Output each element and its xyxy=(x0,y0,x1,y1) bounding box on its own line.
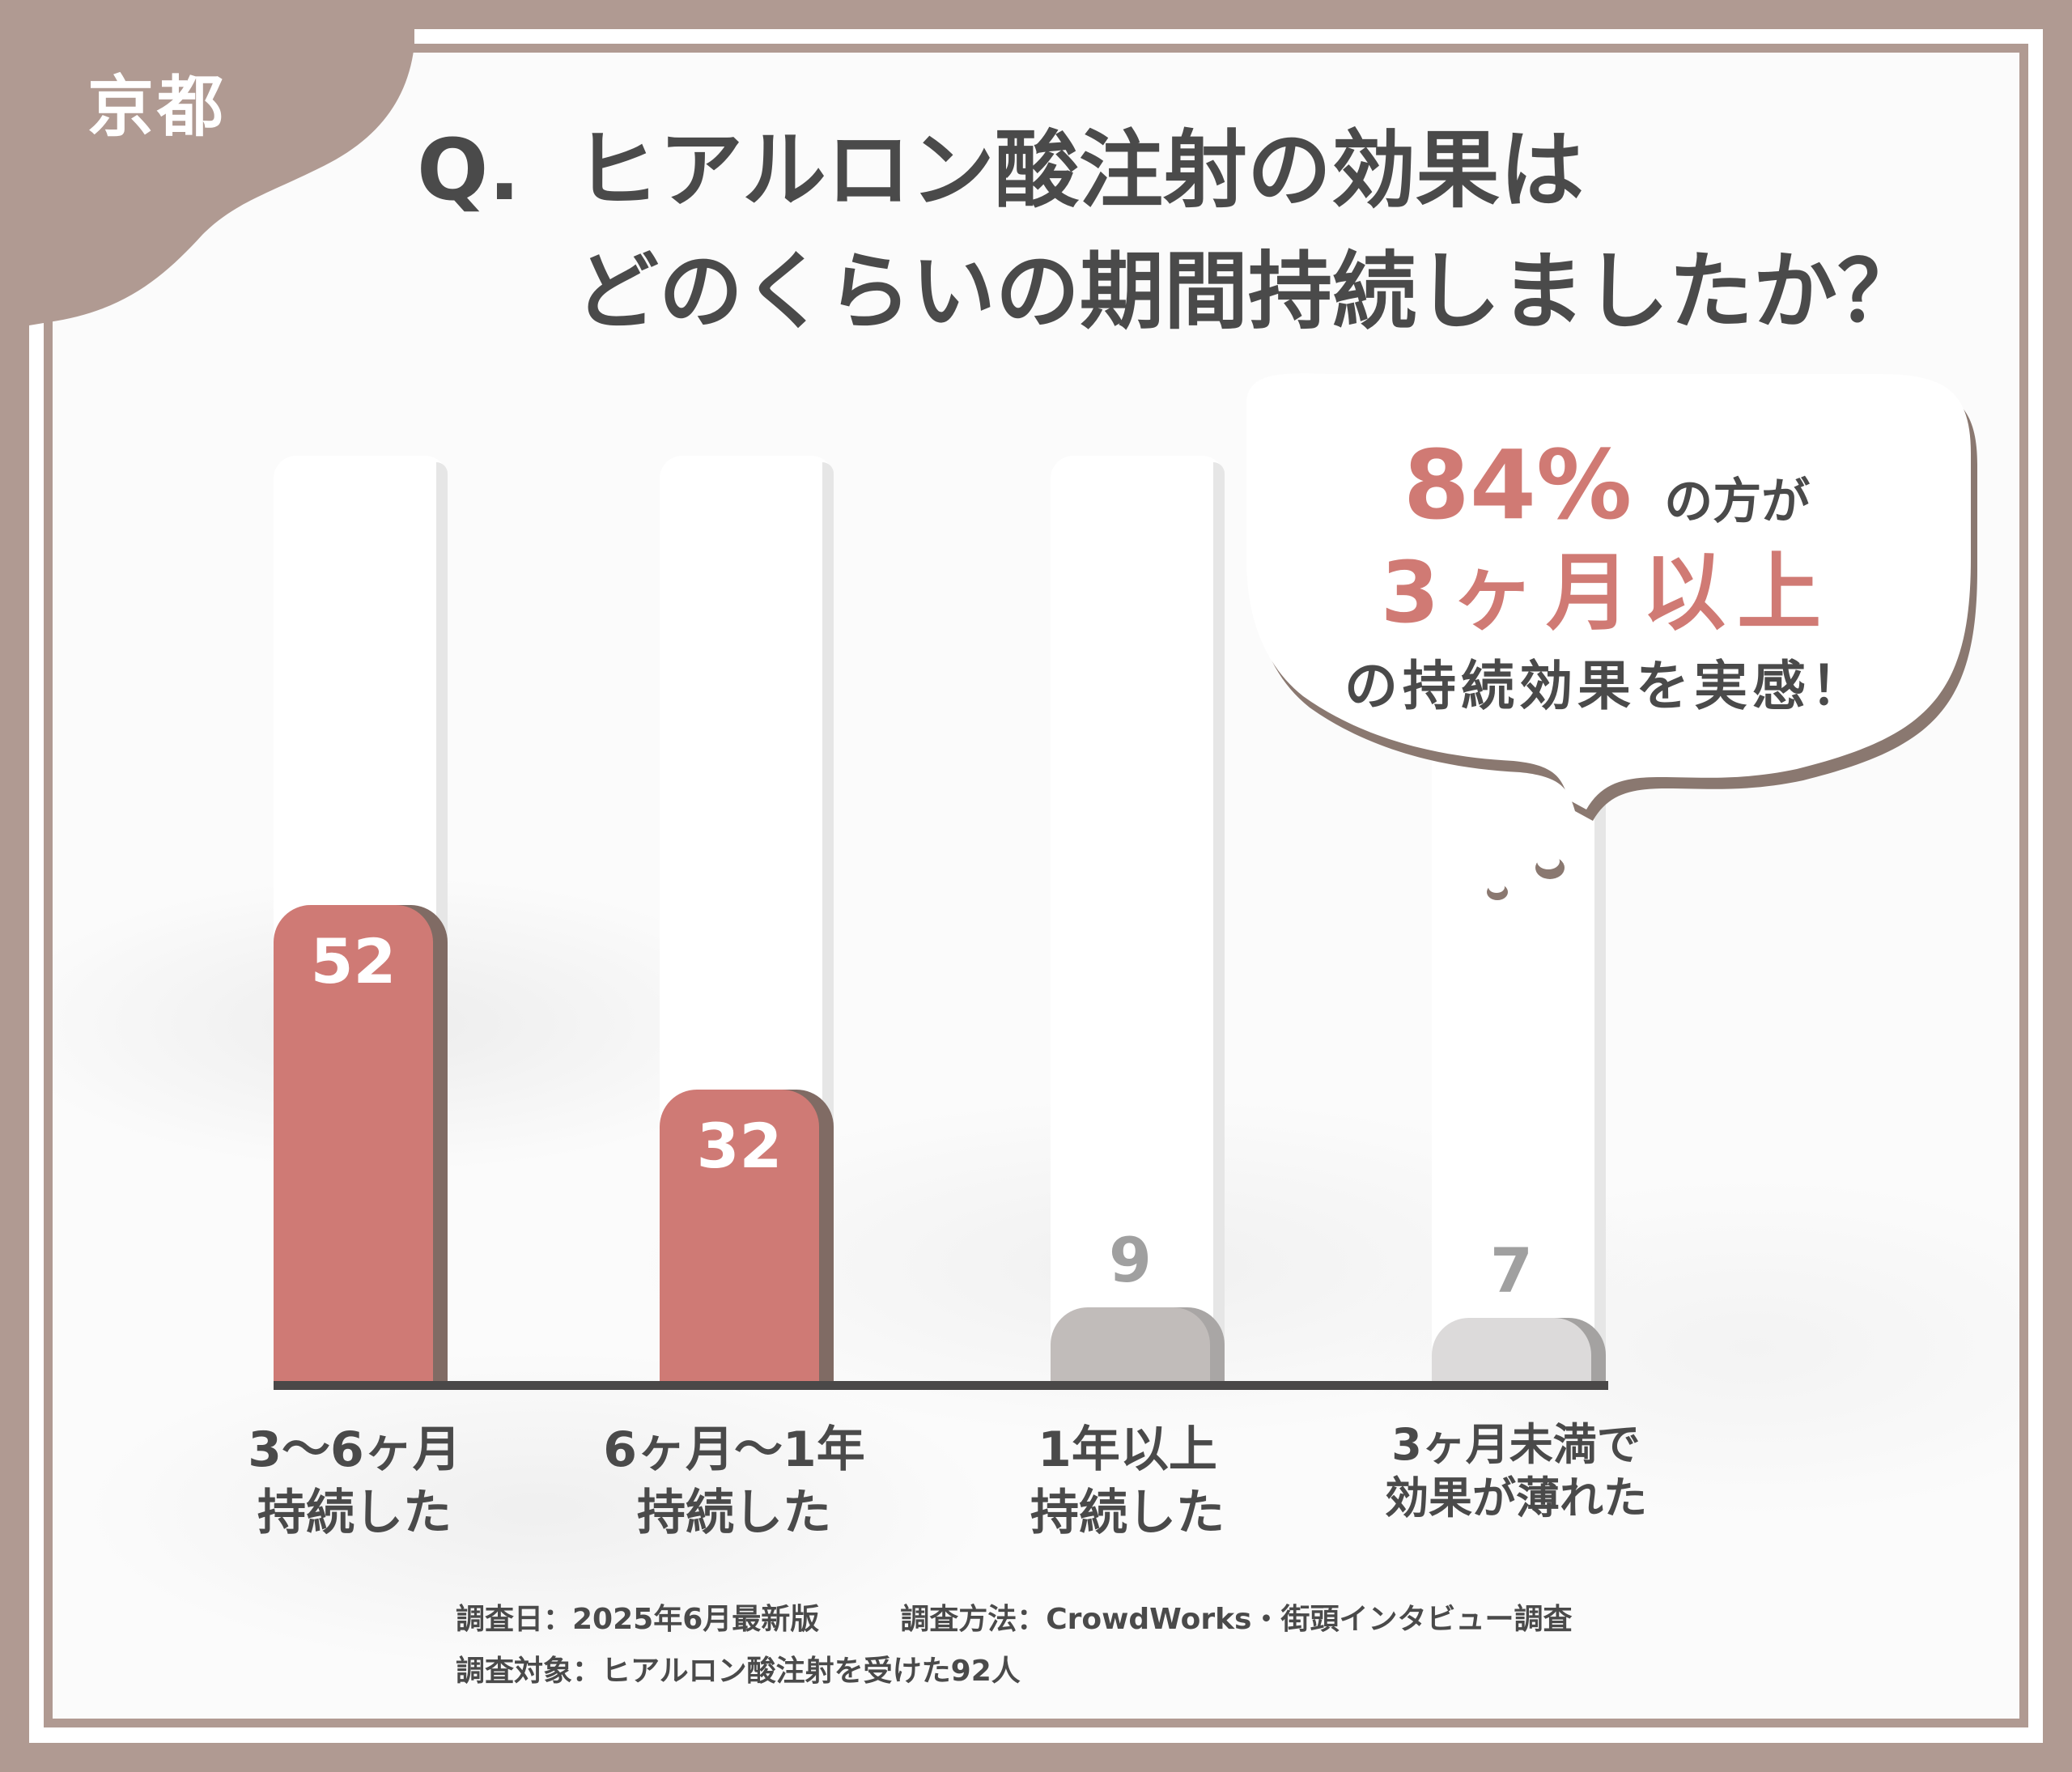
callout-line-3: の持続効果を実感！ xyxy=(1344,655,1869,717)
label-line-2: 効果が薄れた xyxy=(1385,1472,1647,1523)
bar-face xyxy=(1432,1318,1591,1383)
x-axis-line xyxy=(274,1381,1608,1390)
survey-date: 調査日：2025年6月最新版 xyxy=(456,1603,820,1636)
label-line-1: 6ヶ月〜1年 xyxy=(603,1421,865,1478)
survey-target: 調査対象：ヒアルロン酸注射を受けた92人 xyxy=(456,1655,1021,1688)
label-line-2: 持続した xyxy=(637,1485,831,1541)
question-prefix: Q. xyxy=(417,121,520,219)
bar-6-12-months[interactable]: 32 xyxy=(660,1090,834,1383)
question-line-1: ヒアルロン酸注射の効果は xyxy=(575,121,1584,219)
bar-3-6-months[interactable]: 52 xyxy=(274,905,448,1383)
survey-info-row-1: 調査日：2025年6月最新版 調査方法：CrowdWorks・街頭インタビュー調査 xyxy=(456,1605,1572,1634)
callout-line-1-suffix: の方が xyxy=(1664,474,1811,530)
bar-over-1-year[interactable]: 9 xyxy=(1051,1230,1225,1383)
label-line-2: 持続した xyxy=(257,1485,452,1541)
region-badge-shape xyxy=(0,0,414,328)
bar-value: 32 xyxy=(696,1110,783,1182)
callout-percent: 84% xyxy=(1403,429,1633,541)
bar-value: 9 xyxy=(1109,1224,1152,1296)
category-label-1: 3〜6ヶ月 持続した xyxy=(185,1418,524,1545)
survey-method: 調査方法：CrowdWorks・街頭インタビュー調査 xyxy=(900,1603,1573,1636)
question-line-2: どのくらいの期間持続しましたか？ xyxy=(575,242,1922,341)
category-label-4: 3ヶ月未満で 効果が薄れた xyxy=(1346,1418,1686,1525)
region-badge-label: 京都 xyxy=(87,69,227,146)
category-label-3: 1年以上 持続した xyxy=(957,1418,1297,1545)
label-line-2: 持続した xyxy=(1030,1485,1225,1541)
label-line-1: 1年以上 xyxy=(1038,1421,1217,1478)
bar-value: 7 xyxy=(1490,1234,1533,1307)
label-line-1: 3ヶ月未満で xyxy=(1391,1419,1641,1470)
callout-line-2: 3ヶ月以上 xyxy=(1380,543,1833,642)
bar-value: 52 xyxy=(310,925,397,997)
bar-under-3-months[interactable]: 7 xyxy=(1432,1240,1606,1383)
callout-bubble xyxy=(1246,373,1977,900)
category-label-2: 6ヶ月〜1年 持続した xyxy=(564,1418,904,1545)
callout-line-1: 84% の方が xyxy=(1246,437,1967,533)
bar-face xyxy=(274,905,433,1383)
question-title: Q. ヒアルロン酸注射の効果は どのくらいの期間持続しましたか？ xyxy=(417,109,1921,352)
bar-track-3 xyxy=(1051,456,1225,1383)
label-line-1: 3〜6ヶ月 xyxy=(248,1421,461,1478)
bar-face xyxy=(1051,1307,1210,1383)
bar-face xyxy=(660,1090,819,1383)
